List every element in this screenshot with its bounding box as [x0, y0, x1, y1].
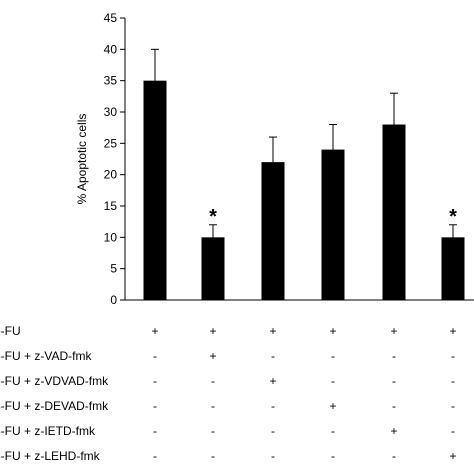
significance-asterisk-2: * — [209, 206, 217, 228]
treatment-mark-r3-c1: - — [153, 374, 157, 388]
bar-1 — [143, 80, 167, 301]
treatment-mark-r5-c4: - — [331, 424, 335, 438]
bars — [143, 80, 465, 301]
y-tick-label-30: 30 — [104, 105, 118, 119]
treatment-mark-r6-c6: + — [449, 449, 456, 463]
treatment-mark-r5-c6: - — [451, 424, 455, 438]
y-tick-label-40: 40 — [104, 42, 118, 56]
y-tick-label-5: 5 — [110, 262, 117, 276]
treatment-mark-r1-c6: + — [449, 324, 456, 338]
treatment-mark-r5-c2: - — [211, 424, 215, 438]
treatment-mark-r4-c4: + — [329, 399, 336, 413]
y-tick-label-45: 45 — [104, 11, 118, 25]
treatment-mark-r4-c1: - — [153, 399, 157, 413]
bar-2 — [201, 237, 225, 300]
treatment-mark-r2-c6: - — [451, 349, 455, 363]
treatment-mark-r1-c5: + — [390, 324, 397, 338]
treatment-row-label-3: 5-FU + z-VDVAD-fmk — [0, 374, 109, 388]
treatment-mark-r4-c5: - — [392, 399, 396, 413]
treatment-mark-r2-c5: - — [392, 349, 396, 363]
treatment-row-label-5: 5-FU + z-IETD-fmk — [0, 424, 96, 438]
treatment-table: 5-FU + + + + + +5-FU + z-VAD-fmk - + - - - - 5-FU + z… — [0, 324, 457, 463]
y-tick-label-10: 10 — [104, 230, 118, 244]
treatment-mark-r5-c1: - — [153, 424, 157, 438]
error-bars — [151, 48, 457, 238]
y-tick-label-25: 25 — [104, 136, 118, 150]
treatment-mark-r2-c3: - — [271, 349, 275, 363]
bar-4 — [321, 149, 345, 300]
bar-6 — [441, 237, 465, 300]
bar-5 — [382, 124, 406, 301]
treatment-row-label-4: 5-FU + z-DEVAD-fmk — [0, 399, 109, 413]
treatment-mark-r6-c4: - — [331, 449, 335, 463]
treatment-mark-r6-c3: - — [271, 449, 275, 463]
significance-marks: * * — [209, 206, 457, 228]
significance-asterisk-6: * — [449, 206, 457, 228]
treatment-mark-r3-c5: - — [392, 374, 396, 388]
y-ticks: 0 5 10 15 20 25 30 35 40 45 — [104, 11, 125, 307]
treatment-mark-r1-c4: + — [329, 324, 336, 338]
treatment-row-label-6: 5-FU + z-LEHD-fmk — [0, 449, 101, 463]
treatment-mark-r3-c3: + — [269, 374, 276, 388]
treatment-mark-r4-c3: - — [271, 399, 275, 413]
y-tick-label-35: 35 — [104, 74, 118, 88]
treatment-mark-r1-c3: + — [269, 324, 276, 338]
treatment-mark-r5-c5: + — [390, 424, 397, 438]
treatment-mark-r1-c1: + — [151, 324, 158, 338]
treatment-mark-r5-c3: - — [271, 424, 275, 438]
treatment-mark-r2-c1: - — [153, 349, 157, 363]
y-tick-label-15: 15 — [104, 199, 118, 213]
treatment-mark-r4-c6: - — [451, 399, 455, 413]
y-axis-label: % Apoptotic cells — [75, 114, 89, 205]
treatment-row-label-1: 5-FU — [0, 324, 21, 338]
treatment-mark-r3-c2: - — [211, 374, 215, 388]
treatment-mark-r2-c2: + — [209, 349, 216, 363]
treatment-mark-r4-c2: - — [211, 399, 215, 413]
treatment-mark-r3-c4: - — [331, 374, 335, 388]
treatment-mark-r2-c4: - — [331, 349, 335, 363]
y-tick-label-0: 0 — [110, 293, 117, 307]
treatment-row-label-2: 5-FU + z-VAD-fmk — [0, 349, 92, 363]
treatment-mark-r1-c2: + — [209, 324, 216, 338]
treatment-mark-r3-c6: - — [451, 374, 455, 388]
treatment-mark-r6-c1: - — [153, 449, 157, 463]
treatment-mark-r6-c2: - — [211, 449, 215, 463]
y-tick-label-20: 20 — [104, 168, 118, 182]
bar-3 — [261, 162, 285, 300]
treatment-mark-r6-c5: - — [392, 449, 396, 463]
